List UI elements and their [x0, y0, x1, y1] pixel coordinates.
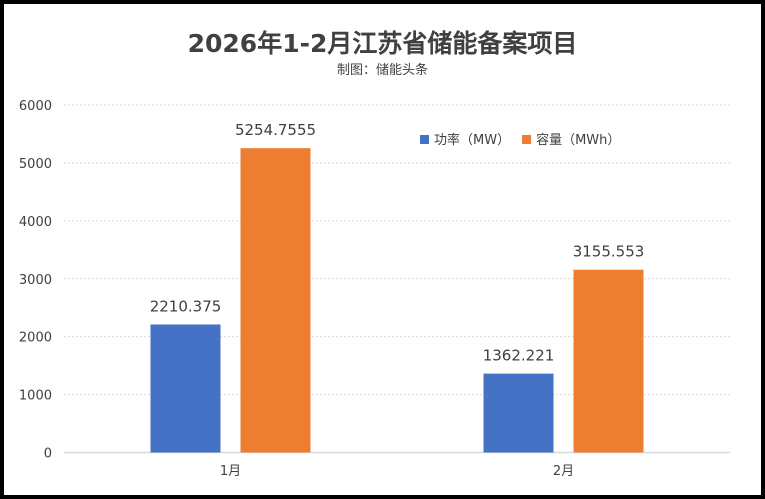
bar-power [483, 373, 554, 453]
x-tick-label: 1月 [220, 464, 241, 479]
y-tick-label: 1000 [19, 389, 52, 404]
y-tick-label: 4000 [19, 215, 52, 230]
data-label: 3155.553 [573, 243, 645, 261]
x-tick-label: 2月 [553, 464, 574, 479]
y-tick-label: 0 [44, 447, 52, 462]
y-tick-label: 3000 [19, 273, 52, 288]
y-tick-label: 2000 [19, 331, 52, 346]
y-tick-label: 5000 [19, 157, 52, 172]
legend-label: 容量（MWh） [536, 132, 620, 148]
chart-subtitle: 制图：储能头条 [336, 63, 428, 78]
bar-capacity [573, 269, 644, 453]
bar-capacity [240, 148, 311, 453]
y-tick-label: 6000 [19, 99, 52, 114]
legend-label: 功率（MW） [434, 132, 510, 148]
legend-swatch [420, 135, 429, 144]
chart-title: 2026年1-2月江苏省储能备案项目 [187, 29, 578, 58]
data-label: 5254.7555 [235, 121, 316, 139]
bar-power [150, 324, 221, 453]
data-label: 1362.221 [483, 347, 555, 365]
legend-swatch [522, 135, 532, 144]
data-label: 2210.375 [150, 297, 222, 315]
